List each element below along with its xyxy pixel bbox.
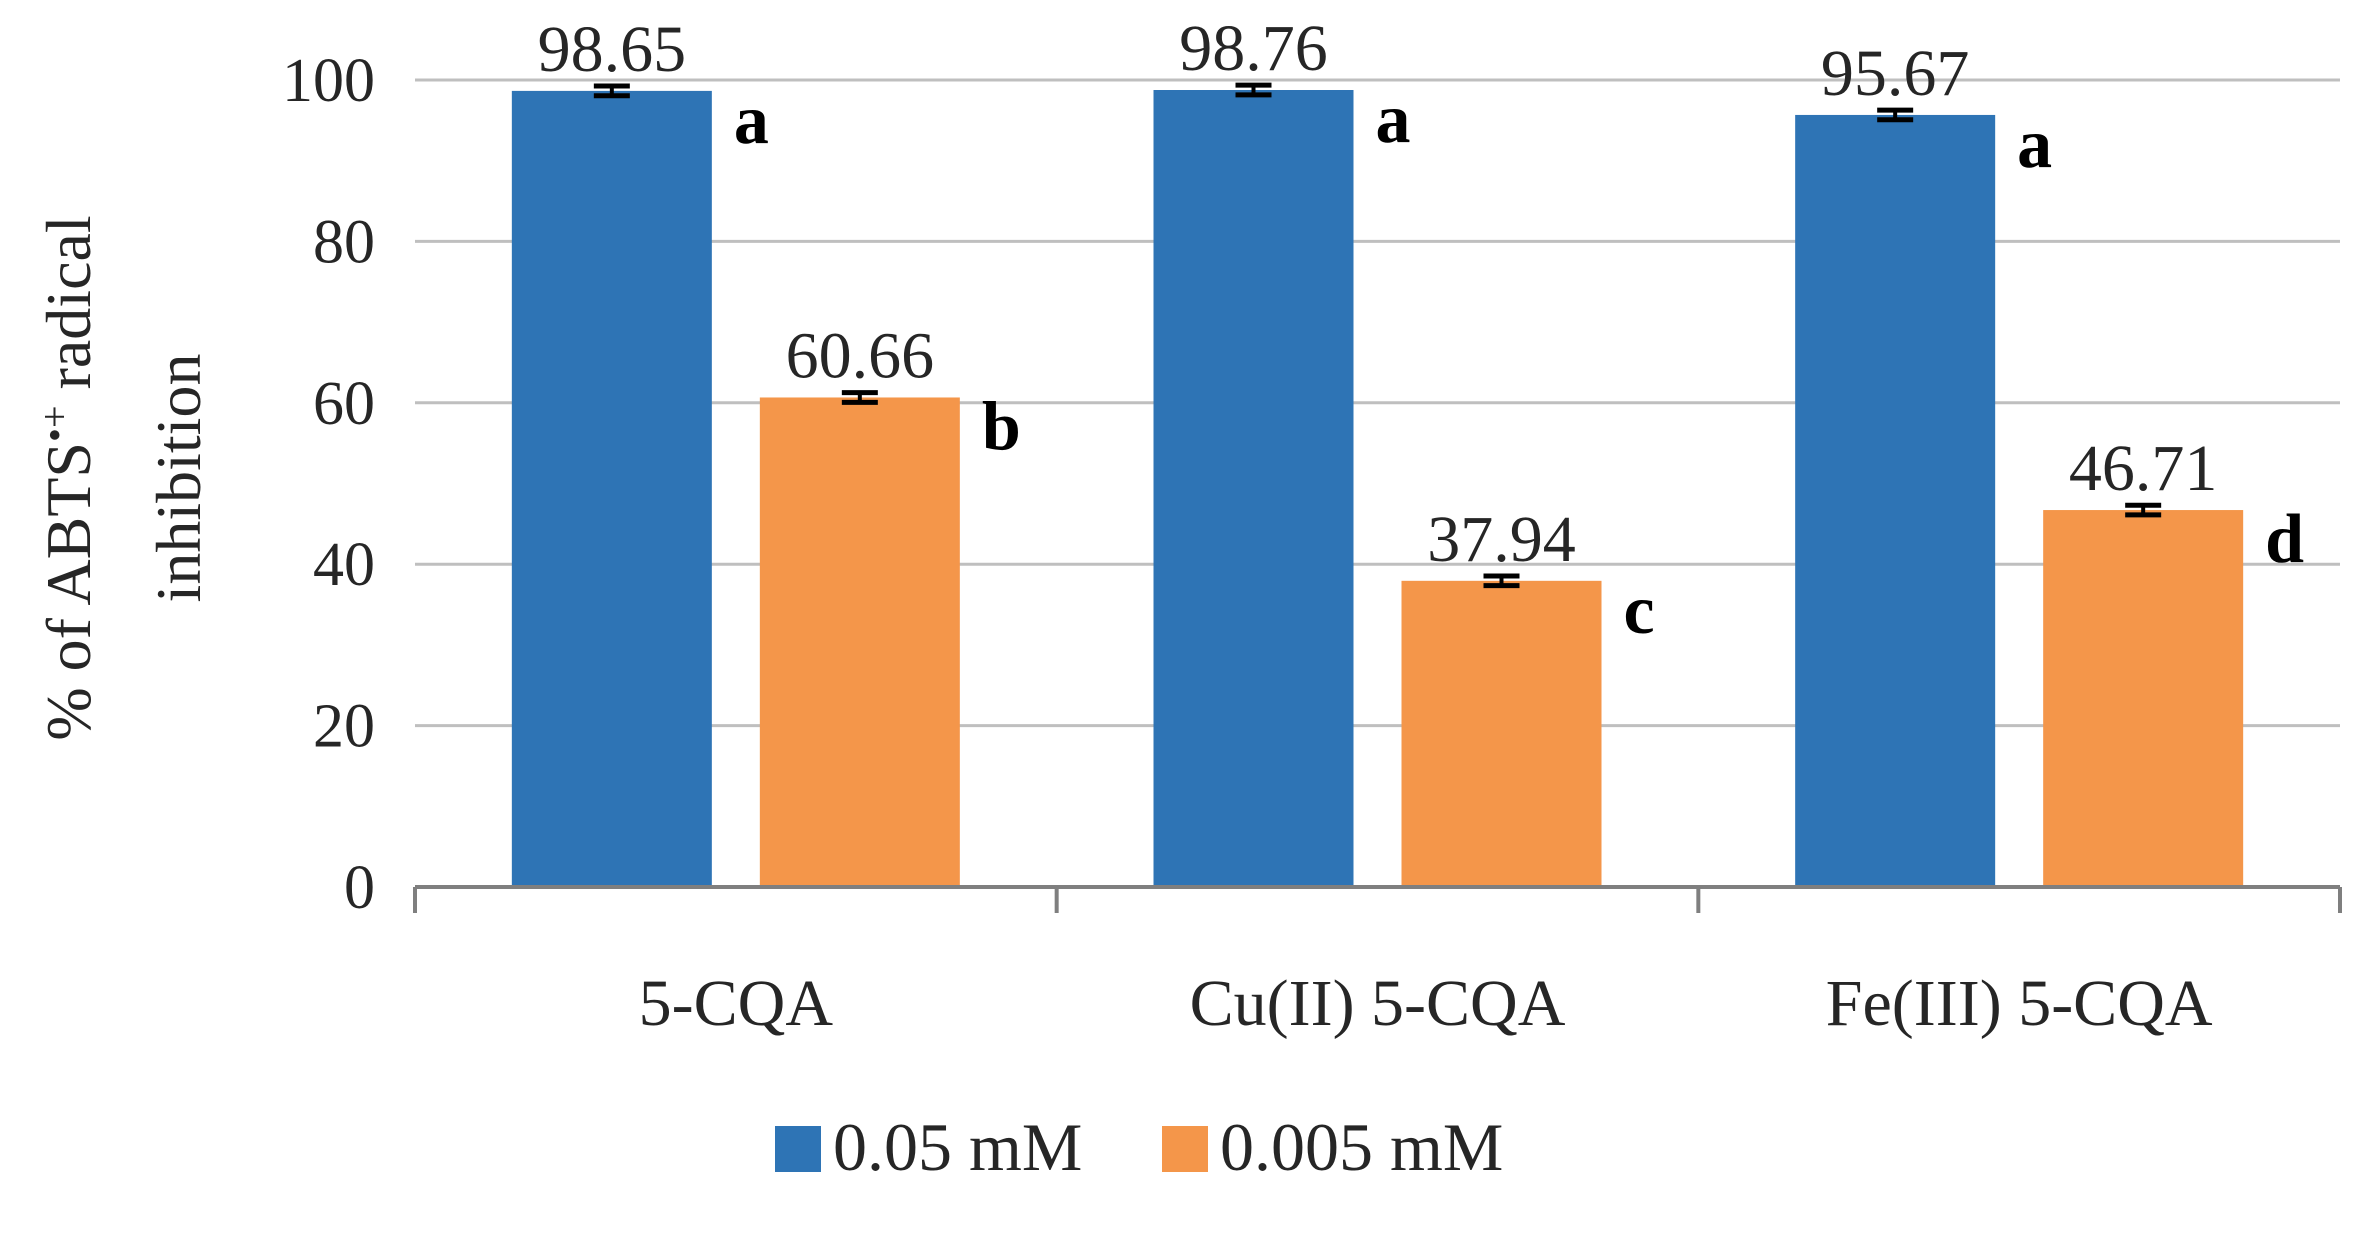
y-axis-title-superscript: •+ [32,405,77,442]
y-tick-label: 80 [313,208,375,276]
x-axis [413,885,2342,913]
gridlines [415,78,2340,728]
y-tick-label: 60 [313,370,375,438]
y-tick-label: 100 [282,47,375,115]
data-labels: 98.65 a 60.66 b 98.76 a 37.94 c 95.67 a 46.71 d [538,12,2305,649]
data-label: 46.71 [2069,432,2218,505]
data-label: 98.76 [1179,12,1328,85]
bar [1401,580,1602,887]
category-label: Fe(III) 5-CQA [1826,967,2213,1040]
data-label: 95.67 [1821,37,1970,110]
significance-letter: c [1624,572,1655,649]
significance-letter: a [1376,81,1411,158]
y-tick-label: 20 [313,693,375,761]
bar [759,397,960,887]
significance-letter: a [2017,106,2052,183]
bar [2043,510,2244,887]
category-label: Cu(II) 5-CQA [1190,967,1566,1040]
category-label: 5-CQA [639,967,834,1040]
y-tick-label: 40 [313,531,375,599]
data-label: 37.94 [1427,503,1576,576]
legend-swatch [775,1126,821,1172]
legend: 0.05 mM 0.005 mM [775,1109,1503,1185]
significance-letter: b [982,388,1021,465]
significance-letter: a [734,82,769,159]
legend-swatch [1162,1126,1208,1172]
legend-label: 0.05 mM [833,1109,1082,1185]
y-axis-title: % of ABTS•+ radical [32,215,105,740]
bar [511,90,712,887]
bar [1153,90,1354,888]
category-labels: 5-CQA Cu(II) 5-CQA Fe(III) 5-CQA [639,967,2213,1040]
bar [1795,114,1996,887]
y-tick-label: 0 [344,854,375,922]
bars [511,82,2244,888]
data-label: 98.65 [538,13,687,86]
y-axis-ticks: 0 20 40 60 80 100 [282,47,375,922]
y-axis-title-line2: inhibition [143,354,214,603]
data-label: 60.66 [786,319,935,392]
y-axis-title-line1: % of ABTS [33,442,104,741]
y-axis-title-line1-rest: radical [33,215,104,405]
significance-letter: d [2265,501,2304,578]
legend-label: 0.005 mM [1220,1109,1503,1185]
